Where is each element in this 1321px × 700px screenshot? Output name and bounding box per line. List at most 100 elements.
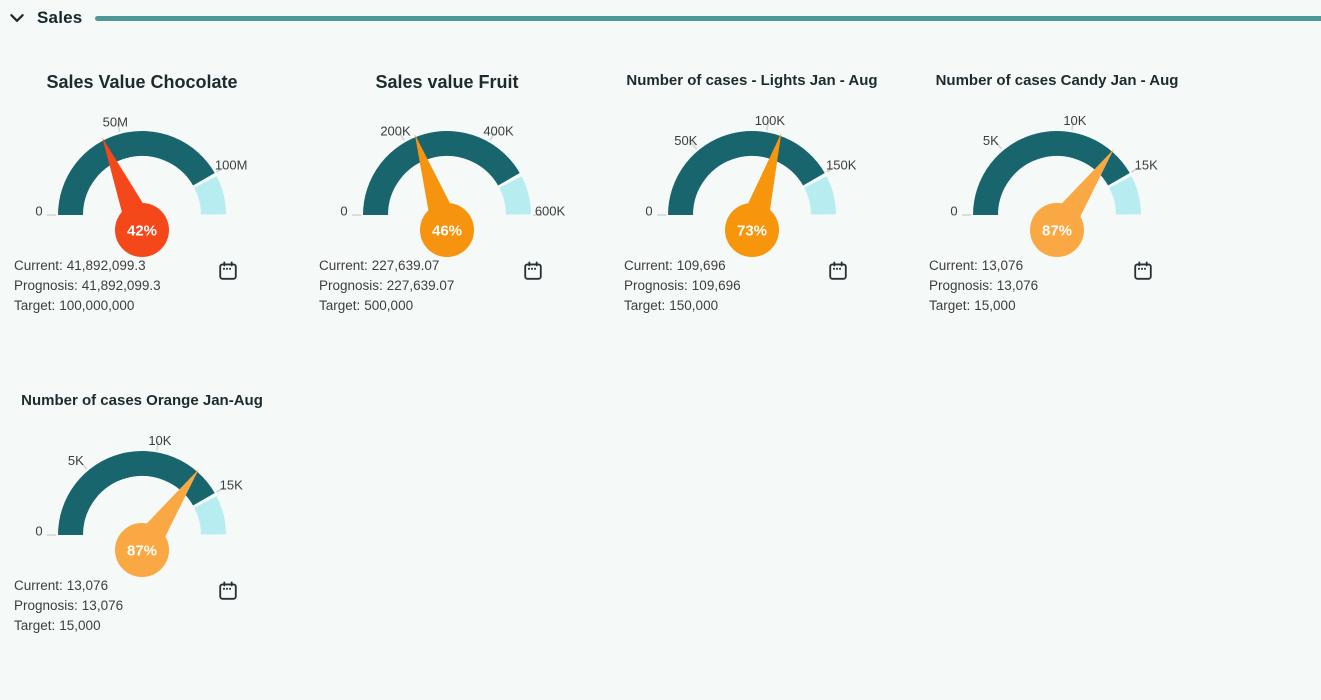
gauge-title: Sales Value Chocolate <box>46 72 238 92</box>
section-divider-rule <box>95 15 1321 21</box>
gauge-tick <box>995 141 1003 150</box>
gauge-title: Sales value Fruit <box>375 72 519 92</box>
current-label: Current: <box>319 258 368 273</box>
gauge-percent: 42% <box>127 223 157 240</box>
target-value: 500,000 <box>364 298 414 313</box>
target-label: Target: <box>14 618 56 633</box>
gauge-chart: 0 50M 100M 42% <box>35 115 248 257</box>
prognosis-value: 41,892,099.3 <box>81 278 161 293</box>
prognosis-line: Prognosis: 41,892,099.3 <box>14 276 214 296</box>
target-label: Target: <box>929 298 971 313</box>
prognosis-label: Prognosis: <box>14 278 78 293</box>
current-line: Current: 13,076 <box>929 256 1129 276</box>
gauge-tick-label: 150K <box>826 157 857 172</box>
prognosis-value: 109,696 <box>691 278 741 293</box>
target-value: 15,000 <box>59 618 101 633</box>
gauge-percent-badge <box>420 203 474 257</box>
target-line: Target: 150,000 <box>624 296 824 316</box>
gauge-tick-label: 10K <box>148 433 171 448</box>
target-label: Target: <box>624 298 666 313</box>
gauge-percent: 87% <box>127 543 157 560</box>
gauge-tick-label: 50K <box>674 133 697 148</box>
gauge-tick-label: 0 <box>645 203 652 218</box>
current-line: Current: 13,076 <box>14 576 214 596</box>
section-title: Sales <box>37 8 83 27</box>
gauge-tick <box>156 441 160 451</box>
gauge-tick-label: 5K <box>983 133 999 148</box>
calendar-icon[interactable] <box>217 260 239 282</box>
gauge-percent-badge <box>725 203 779 257</box>
gauge-tick-label: 100M <box>215 157 248 172</box>
gauge-info: Current: 13,076 Prognosis: 13,076 Target: 1… <box>929 256 1129 316</box>
target-value: 15,000 <box>974 298 1016 313</box>
calendar-icon[interactable] <box>827 260 849 282</box>
gauge-tick <box>690 141 698 150</box>
gauge-tick <box>826 166 835 173</box>
current-value: 13,076 <box>66 578 109 593</box>
target-line: Target: 100,000,000 <box>14 296 214 316</box>
current-line: Current: 109,696 <box>624 256 824 276</box>
current-label: Current: <box>624 258 673 273</box>
gauge-percent: 87% <box>1042 223 1072 240</box>
target-value: 150,000 <box>669 298 719 313</box>
gauge-percent: 46% <box>432 223 462 240</box>
gauge-tick <box>80 461 88 470</box>
prognosis-value: 13,076 <box>996 278 1039 293</box>
target-line: Target: 15,000 <box>14 616 214 636</box>
gauge-chart: 0 50K 100K 150K 73% <box>645 113 857 257</box>
gauge-percent-badge <box>115 203 169 257</box>
calendar-icon[interactable] <box>1132 260 1154 282</box>
gauge-percent: 73% <box>737 223 767 240</box>
gauge-arc-track <box>58 131 215 216</box>
gauge-card: Sales value Fruit 0 200K 400K 600K 46% Curre… <box>315 60 620 380</box>
prognosis-label: Prognosis: <box>14 598 78 613</box>
gauge-info: Current: 41,892,099.3 Prognosis: 41,892,09… <box>14 256 214 316</box>
gauge-tick <box>1071 121 1075 131</box>
gauge-card: Number of cases Candy Jan - Aug 0 5K 10K 15… <box>925 60 1230 380</box>
gauge-arc-remainder <box>1109 176 1141 216</box>
gauge-arc-track <box>363 131 520 216</box>
prognosis-line: Prognosis: 13,076 <box>14 596 214 616</box>
gauge-arc-track <box>973 131 1130 216</box>
prognosis-label: Prognosis: <box>624 278 688 293</box>
prognosis-line: Prognosis: 13,076 <box>929 276 1129 296</box>
gauge-info: Current: 13,076 Prognosis: 13,076 Target: 1… <box>14 576 214 636</box>
gauge-arc-remainder <box>194 496 226 536</box>
calendar-icon[interactable] <box>522 260 544 282</box>
current-value: 13,076 <box>981 258 1024 273</box>
gauge-card: Number of cases - Lights Jan - Aug 0 50K 1… <box>620 60 925 380</box>
gauge-title: Number of cases Orange Jan-Aug <box>21 392 263 409</box>
calendar-icon[interactable] <box>217 580 239 602</box>
target-label: Target: <box>319 298 361 313</box>
gauge-tick-label: 0 <box>35 523 42 538</box>
prognosis-label: Prognosis: <box>929 278 993 293</box>
gauge-info: Current: 109,696 Prognosis: 109,696 Target… <box>624 256 824 316</box>
target-value: 100,000,000 <box>59 298 135 313</box>
gauge-tick <box>1131 166 1140 173</box>
gauge-tick-label: 400K <box>483 124 514 139</box>
prognosis-label: Prognosis: <box>319 278 383 293</box>
gauge-arc-remainder <box>499 176 531 216</box>
gauge-tick-label: 0 <box>950 203 957 218</box>
gauge-tick <box>216 486 225 493</box>
gauge-chart: 0 5K 10K 15K 87% <box>950 113 1158 257</box>
gauge-arc-remainder <box>804 176 836 216</box>
gauge-tick-label: 200K <box>380 124 411 139</box>
gauge-tick-label: 10K <box>1063 113 1086 128</box>
gauge-arc-track <box>58 451 215 536</box>
chevron-down-icon[interactable] <box>8 9 26 27</box>
gauge-title: Number of cases - Lights Jan - Aug <box>626 72 878 89</box>
gauge-card: Sales Value Chocolate 0 50M 100M 42% Curren… <box>10 60 315 380</box>
gauge-tick-label: 600K <box>535 203 566 218</box>
gauge-tick <box>216 166 225 173</box>
gauge-title: Number of cases Candy Jan - Aug <box>935 72 1179 89</box>
gauge-arc-remainder <box>194 176 226 216</box>
gauge-tick <box>766 121 770 131</box>
gauge-tick-label: 50M <box>103 115 128 130</box>
prognosis-line: Prognosis: 227,639.07 <box>319 276 519 296</box>
gauge-percent-badge <box>1030 203 1084 257</box>
target-label: Target: <box>14 298 56 313</box>
current-value: 41,892,099.3 <box>66 258 146 273</box>
prognosis-line: Prognosis: 109,696 <box>624 276 824 296</box>
gauge-tick <box>398 132 405 141</box>
